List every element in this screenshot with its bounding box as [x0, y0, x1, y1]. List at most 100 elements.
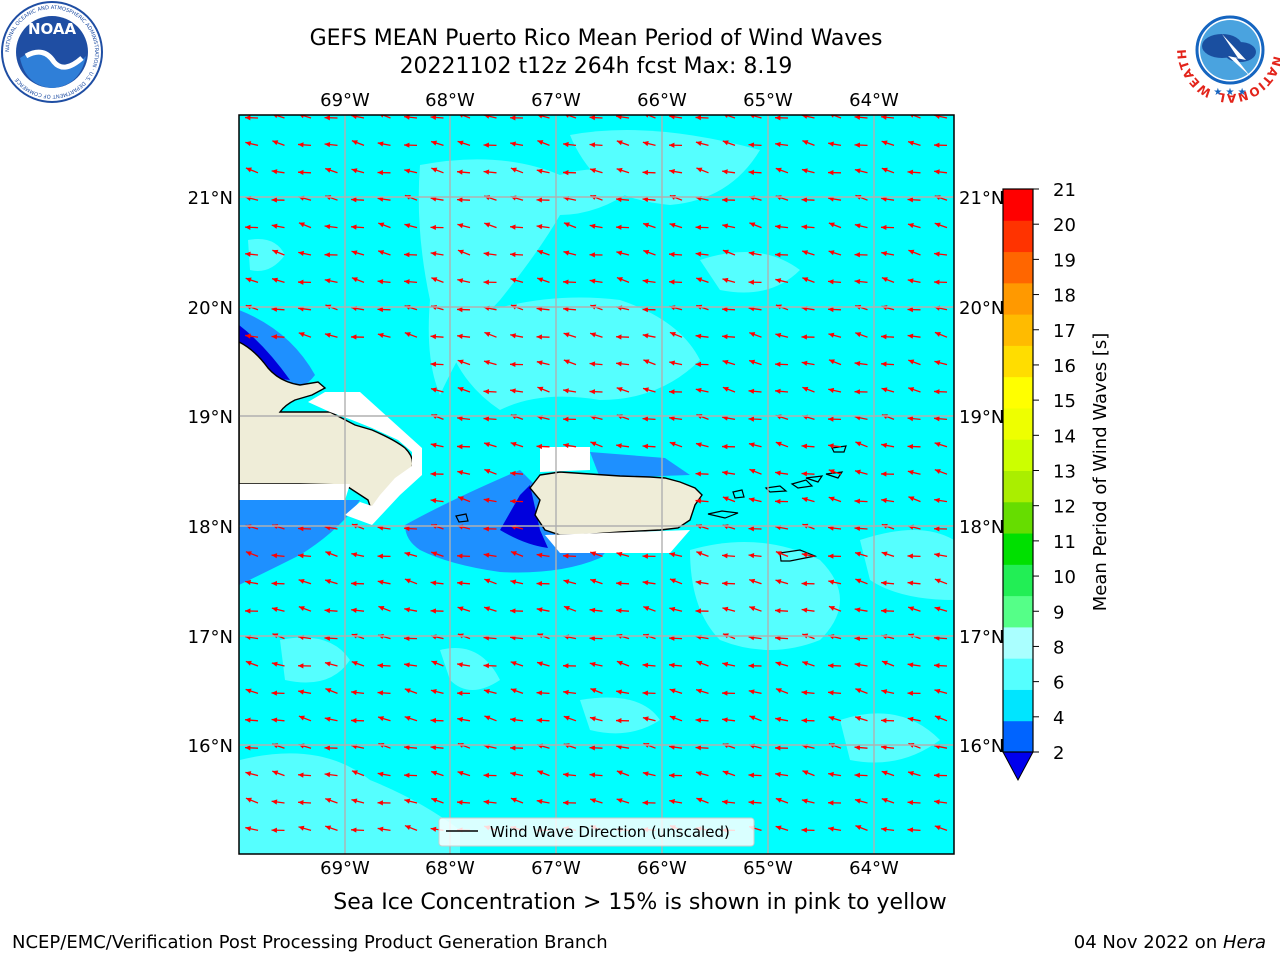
- wave-arrow-head: [934, 552, 940, 558]
- wave-arrow-head: [430, 744, 437, 751]
- wave-arrow-head: [589, 661, 596, 667]
- wave-arrow-head: [536, 799, 543, 805]
- wave-arrow-head: [536, 197, 542, 203]
- wave-arrow-head: [669, 222, 676, 228]
- wave-arrow-head: [934, 578, 941, 584]
- wave-arrow-head: [881, 361, 887, 367]
- wave-arrow-head: [748, 251, 755, 257]
- wave-arrow-head: [748, 142, 755, 148]
- wave-arrow-head: [351, 224, 357, 230]
- wave-arrow-head: [828, 605, 835, 611]
- wave-arrow-head: [298, 606, 305, 611]
- wave-arrow-head: [722, 277, 729, 283]
- wave-arrow-head: [271, 690, 277, 696]
- wave-arrow-head: [642, 553, 648, 559]
- colorbar-segment: [1003, 345, 1033, 378]
- sea-ice-note: Sea Ice Concentration > 15% is shown in …: [333, 890, 947, 915]
- wave-arrow-head: [510, 167, 517, 173]
- lat-label-right: 16°N: [959, 736, 1004, 757]
- wave-arrow-head: [669, 168, 675, 175]
- wave-arrow-head: [934, 416, 940, 422]
- wave-arrow-head: [404, 168, 411, 174]
- wave-arrow-head: [828, 496, 835, 502]
- wave-arrow-head: [642, 141, 649, 147]
- wave-arrow-head: [351, 115, 357, 120]
- wave-arrow-head: [775, 470, 781, 476]
- wave-arrow-head: [828, 771, 834, 778]
- wave-arrow-head: [377, 826, 384, 832]
- wave-arrow-head: [907, 690, 913, 696]
- wave-arrow-head: [298, 142, 304, 148]
- lat-label-right: 18°N: [959, 517, 1004, 538]
- wave-arrow-head: [722, 415, 728, 421]
- wave-arrow-head: [722, 496, 729, 502]
- wave-arrow-head: [934, 222, 941, 228]
- wave-arrow-head: [325, 551, 332, 557]
- graticule: [239, 115, 954, 854]
- wave-arrow-head: [272, 140, 279, 146]
- wave-arrow-head: [908, 770, 914, 777]
- wave-arrow-head: [722, 690, 728, 696]
- wave-arrow-head: [616, 334, 622, 340]
- nws-stars: ★ ★ ★: [1213, 87, 1246, 98]
- wave-arrow-head: [484, 578, 491, 584]
- wave-arrow-head: [907, 799, 914, 806]
- wave-arrow-head: [908, 249, 915, 255]
- wave-arrow-head: [749, 222, 756, 228]
- wave-arrow-head: [324, 745, 330, 751]
- land-mask-bands: [239, 392, 690, 553]
- wave-arrow-head: [563, 141, 569, 148]
- wave-arrow-head: [457, 443, 463, 450]
- wave-arrow-head: [934, 715, 941, 721]
- wave-arrow-head: [457, 662, 463, 668]
- wave-arrow-head: [589, 278, 596, 284]
- colorbar-title: Mean Period of Wind Waves [s]: [1090, 333, 1111, 612]
- wave-arrow-head: [907, 716, 914, 722]
- small-cay: [831, 445, 847, 453]
- wave-arrow-head: [801, 334, 807, 340]
- wave-arrow-head: [908, 606, 915, 612]
- colorbar-tick-label: 14: [1053, 426, 1076, 447]
- chart-title: GEFS MEAN Puerto Rico Mean Period of Win…: [309, 26, 883, 51]
- wave-arrow-head: [510, 797, 517, 803]
- wave-arrow-head: [563, 772, 569, 778]
- wave-arrow-head: [590, 551, 597, 557]
- wave-arrow-head: [669, 772, 675, 779]
- wave-arrow-head: [855, 332, 862, 338]
- wave-arrow-head: [430, 361, 437, 367]
- wave-arrow-head: [695, 224, 701, 231]
- wave-arrow-head: [537, 277, 544, 283]
- wave-arrow-head: [616, 770, 623, 776]
- wave-arrow-head: [483, 388, 490, 395]
- wave-arrow-head: [881, 277, 888, 283]
- wave-arrow-head: [510, 388, 516, 394]
- colorbar-tick-label: 10: [1053, 567, 1076, 588]
- wave-arrow-head: [643, 606, 650, 611]
- wave-arrow-head: [271, 334, 278, 340]
- wave-arrow-head: [536, 168, 543, 174]
- wave-arrow-head: [351, 168, 358, 174]
- wave-arrow-head: [299, 115, 304, 119]
- wave-arrow-head: [563, 279, 569, 285]
- lon-label-bottom: 66°W: [637, 858, 687, 879]
- wave-arrow-head: [669, 142, 675, 148]
- wave-arrow-head: [722, 606, 729, 612]
- wave-arrow-head: [510, 661, 517, 667]
- wave-arrow-head: [722, 661, 729, 667]
- wave-arrow-head: [536, 552, 543, 558]
- wave-arrow-head: [563, 715, 570, 721]
- wave-arrow-head: [510, 745, 516, 751]
- wave-arrow-head: [908, 387, 915, 393]
- wave-arrow-head: [271, 223, 278, 229]
- wave-arrow-head: [563, 553, 569, 559]
- wave-arrow-head: [378, 222, 385, 228]
- wave-arrow-head: [775, 115, 781, 121]
- wave-arrow-head: [377, 170, 383, 176]
- wave-arrow-head: [722, 717, 728, 723]
- wave-arrow-head: [855, 441, 862, 447]
- wave-arrow-head: [722, 306, 728, 313]
- wave-arrow-head: [775, 635, 781, 641]
- wave-arrow-head: [881, 334, 887, 340]
- wave-arrow-head: [908, 359, 915, 365]
- wave-arrow-head: [351, 770, 358, 776]
